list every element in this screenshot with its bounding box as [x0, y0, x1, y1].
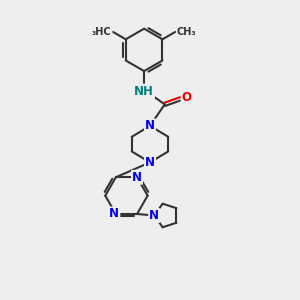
Text: N: N: [110, 208, 119, 220]
Text: CH₃: CH₃: [177, 27, 196, 37]
Text: N: N: [145, 156, 155, 169]
Text: N: N: [149, 209, 159, 222]
Text: O: O: [182, 92, 191, 104]
Text: ₃HC: ₃HC: [92, 27, 112, 37]
Text: N: N: [145, 119, 155, 132]
Text: N: N: [132, 171, 142, 184]
Text: NH: NH: [134, 85, 154, 98]
